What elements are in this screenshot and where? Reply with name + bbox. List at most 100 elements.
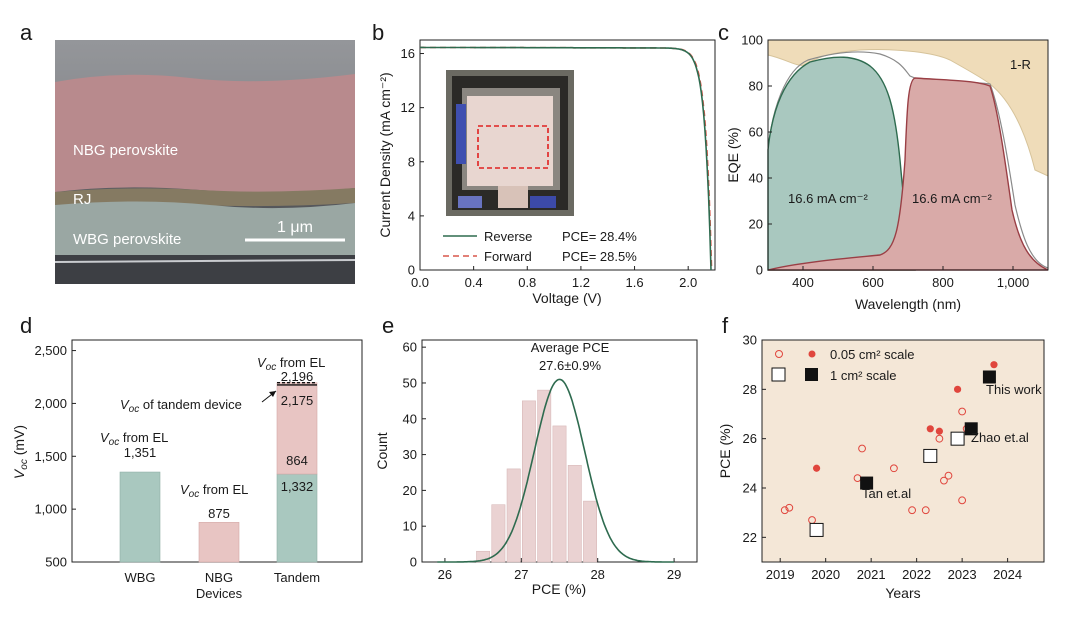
hist-ytick-label: 40 <box>403 411 417 426</box>
value-tandem-device: 2,175 <box>281 393 314 408</box>
jv-xtick-label: 0.8 <box>518 275 536 290</box>
legend-large-filled <box>805 368 818 381</box>
label-tan: Tan et.al <box>862 486 911 501</box>
hist-bar <box>537 389 552 563</box>
point-large-open <box>809 522 824 537</box>
jv-ytick-label: 4 <box>408 208 415 223</box>
panel-a: a NBG perovskite RJ WBG perovskite 1 μm <box>20 20 356 284</box>
hist-xtick-label: 26 <box>438 567 452 582</box>
jv-axis-ticks: 0.0 0.4 0.8 1.2 1.6 2.0 0 4 8 12 16 <box>401 46 698 290</box>
point-small-open <box>940 476 948 485</box>
value-tandem-el: 2,196 <box>281 369 314 384</box>
photo-contact-pad <box>498 186 528 208</box>
value-nbg: 875 <box>208 506 230 521</box>
jv-ytick-label: 16 <box>401 46 415 61</box>
eqe-axis-ticks: 400 600 800 1,000 0 20 40 60 80 100 <box>741 33 1029 291</box>
point-large-filled <box>964 422 978 436</box>
hist-xtick-label: 27 <box>514 567 528 582</box>
jv-ylabel: Current Density (mA cm⁻²) <box>377 72 393 237</box>
pce-axis-ticks: 2019 2020 2021 2022 2023 2024 22 24 26 28 30 <box>743 333 1023 583</box>
point-small-open <box>858 444 866 453</box>
point-small-open <box>958 407 967 416</box>
photo-blue-corner-left <box>458 196 482 208</box>
pce-xtick-label: 2024 <box>993 567 1022 582</box>
category-tandem: Tandem <box>274 570 320 585</box>
eqe-wbg-area <box>767 56 916 271</box>
value-wbg: 1,351 <box>124 445 157 460</box>
voc-ytick-label: 2,500 <box>34 343 67 358</box>
voc-ytick-label: 500 <box>45 555 67 570</box>
label-zhao: Zhao et.al <box>971 430 1029 445</box>
point-small-open <box>908 506 916 515</box>
pce-xtick-label: 2020 <box>811 567 840 582</box>
point-small-open <box>935 434 944 443</box>
legend-reverse-label: Reverse <box>484 229 532 244</box>
bar-wbg <box>119 471 161 563</box>
label-rj: RJ <box>73 191 91 208</box>
panel-letter-c: c <box>718 20 729 45</box>
pce-xtick-label: 2023 <box>948 567 977 582</box>
jv-xtick-label: 0.4 <box>465 275 483 290</box>
panel-letter-d: d <box>20 313 32 338</box>
point-small-open <box>890 464 898 473</box>
pce-ytick-label: 28 <box>743 382 757 397</box>
category-nbg-devices: Devices <box>196 586 243 601</box>
point-large-open <box>923 448 938 463</box>
hist-axis-ticks: 26 27 28 29 0 10 20 30 40 50 60 <box>403 340 682 582</box>
hist-bars <box>476 389 597 563</box>
voc-ytick-label: 1,500 <box>34 449 67 464</box>
value-tandem-nbg: 864 <box>286 453 308 468</box>
hist-ytick-label: 20 <box>403 483 417 498</box>
legend-large-open <box>771 367 786 382</box>
label-this-work: This work <box>986 382 1042 397</box>
hist-bar <box>522 400 536 563</box>
hist-ylabel: Count <box>374 432 390 469</box>
arrow-head <box>269 391 276 397</box>
eqe-nbg-area <box>767 77 1049 271</box>
eqe-label-1minusR: 1-R <box>1010 57 1031 72</box>
panel-letter-f: f <box>722 313 729 338</box>
hist-xtick-label: 29 <box>667 567 681 582</box>
eqe-ylabel: EQE (%) <box>725 127 741 182</box>
legend-small-filled <box>808 350 816 358</box>
value-tandem-wbg: 1,332 <box>281 479 314 494</box>
point-small-open <box>780 506 789 515</box>
jv-ytick-label: 0 <box>408 263 415 278</box>
pce-xlabel: Years <box>885 585 920 601</box>
voc-ytick-label: 2,000 <box>34 396 67 411</box>
jv-xtick-label: 0.0 <box>411 275 429 290</box>
pce-ytick-label: 22 <box>743 530 757 545</box>
nbg-el-annotation: Voc from EL <box>180 482 248 500</box>
hist-bar <box>476 550 491 563</box>
eqe-xtick-label: 1,000 <box>997 275 1030 290</box>
point-small-open <box>958 496 967 505</box>
hist-xtick-label: 28 <box>590 567 604 582</box>
hist-title: Average PCE <box>531 340 610 355</box>
jv-plot-frame <box>419 39 716 271</box>
nbg-layer <box>55 74 355 193</box>
point-small-open <box>921 506 930 515</box>
eqe-ytick-label: 0 <box>756 263 763 278</box>
legend-small-open <box>775 350 783 358</box>
panel-f: f 2019 2020 2021 2022 2023 2024 22 24 26 28 30 0.0… <box>717 313 1045 601</box>
bar-tandem-wbg <box>276 473 318 563</box>
eqe-ytick-label: 20 <box>749 217 763 232</box>
panel-b: b 0.0 0.4 0.8 1.2 1.6 2.0 0 4 8 12 16 Reverse PCE=… <box>372 20 716 306</box>
eqe-plot-frame <box>767 39 1049 271</box>
pce-plot-background <box>762 340 1044 562</box>
legend-large-label: 1 cm² scale <box>830 368 896 383</box>
jv-ytick-label: 8 <box>408 154 415 169</box>
jv-xtick-label: 2.0 <box>679 275 697 290</box>
point-small-filled <box>926 425 934 433</box>
eqe-xtick-label: 800 <box>932 275 954 290</box>
hist-fit-curve <box>437 378 675 563</box>
bar-nbg <box>198 522 240 563</box>
eqe-xtick-label: 600 <box>862 275 884 290</box>
legend-small-label: 0.05 cm² scale <box>830 347 915 362</box>
scale-bar-label: 1 μm <box>277 219 313 236</box>
point-small-open <box>785 503 794 512</box>
hist-bar <box>506 468 521 563</box>
photo-blue-corner-right <box>530 196 556 208</box>
